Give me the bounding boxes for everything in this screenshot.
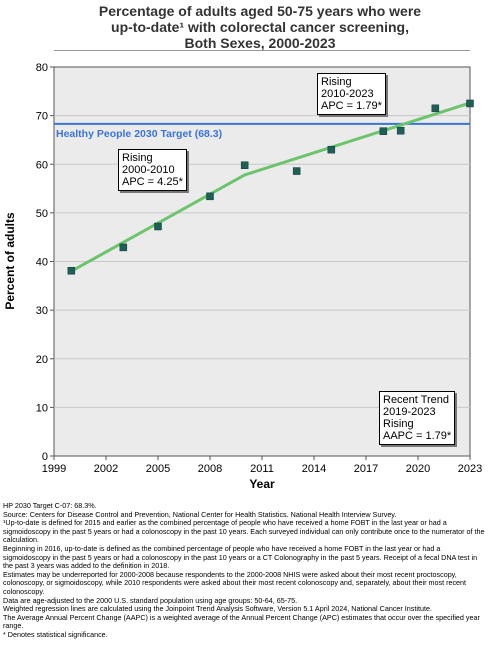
y-tick-label: 10 bbox=[36, 402, 48, 414]
x-axis-label: Year bbox=[249, 477, 275, 491]
x-tick-label: 1999 bbox=[42, 463, 66, 475]
data-point bbox=[396, 126, 405, 135]
data-point bbox=[466, 99, 474, 108]
y-axis-ticks: 0 10 20 30 40 50 60 70 80 bbox=[36, 62, 54, 463]
data-point bbox=[240, 161, 249, 169]
x-tick-label: 2017 bbox=[354, 463, 378, 475]
annotation-line: Rising bbox=[383, 418, 414, 430]
x-tick-label: 2011 bbox=[250, 463, 274, 475]
y-tick-label: 30 bbox=[36, 305, 48, 317]
chart-title: Percentage of adults aged 50-75 years wh… bbox=[40, 3, 480, 51]
x-tick-label: 2014 bbox=[302, 463, 326, 475]
segment-2-annotation: Rising 2010-2023 APC = 1.79* bbox=[317, 73, 386, 115]
footnote: The Average Annual Percent Change (AAPC)… bbox=[3, 612, 480, 631]
annotation-line: Recent Trend bbox=[383, 394, 450, 406]
x-axis-ticks: 1999 2002 2005 2008 2011 2014 2017 2020 2023 bbox=[42, 456, 482, 475]
y-axis-label: Percent of adults bbox=[3, 212, 17, 310]
footnote: Estimates may be underreported for 2000-… bbox=[3, 569, 467, 596]
annotation-line: APC = 4.25* bbox=[122, 176, 183, 188]
footnote: HP 2030 Target C-07: 68.3%. bbox=[3, 501, 97, 510]
y-tick-label: 0 bbox=[42, 451, 48, 463]
y-tick-label: 60 bbox=[36, 159, 48, 171]
x-tick-label: 2020 bbox=[406, 463, 430, 475]
y-tick-label: 40 bbox=[36, 257, 48, 269]
data-point bbox=[327, 145, 336, 154]
footnote: ¹Up-to-date is defined for 2015 and earl… bbox=[3, 518, 485, 545]
data-points bbox=[67, 99, 474, 275]
y-tick-label: 80 bbox=[36, 62, 48, 74]
footnote: Weighted regression lines are calculated… bbox=[3, 604, 432, 614]
data-point bbox=[292, 167, 301, 175]
annotation-line: 2000-2010 bbox=[122, 164, 175, 176]
x-tick-label: 2005 bbox=[146, 463, 170, 475]
x-tick-label: 2002 bbox=[94, 463, 118, 475]
annotation-line: AAPC = 1.79* bbox=[383, 430, 452, 442]
segment-1-annotation: Rising 2000-2010 APC = 4.25* bbox=[118, 149, 187, 191]
chart-title-line: up-to-date¹ with colorectal cancer scree… bbox=[111, 19, 409, 35]
chart-title-line: Percentage of adults aged 50-75 years wh… bbox=[98, 3, 422, 19]
footnotes: HP 2030 Target C-07: 68.3%. Source: Cent… bbox=[3, 501, 489, 640]
x-tick-label: 2008 bbox=[198, 463, 222, 475]
title-divider bbox=[54, 50, 470, 51]
y-tick-label: 20 bbox=[36, 354, 48, 366]
y-tick-label: 50 bbox=[36, 208, 48, 220]
x-tick-label: 2023 bbox=[458, 463, 482, 475]
data-point bbox=[379, 127, 388, 135]
chart-title-line: Both Sexes, 2000-2023 bbox=[184, 35, 336, 51]
footnote: Beginning in 2016, up-to-date is defined… bbox=[3, 543, 478, 571]
footnote: Data are age-adjusted to the 2000 U.S. s… bbox=[3, 595, 298, 605]
grid-lines bbox=[54, 115, 470, 408]
data-point bbox=[431, 104, 440, 113]
annotation-line: 2019-2023 bbox=[383, 406, 436, 418]
footnote: Source: Centers for Disease Control and … bbox=[3, 509, 397, 519]
y-tick-label: 70 bbox=[36, 111, 48, 123]
annotation-line: Rising bbox=[321, 76, 352, 88]
annotation-line: 2010-2023 bbox=[321, 88, 374, 100]
recent-trend-annotation: Recent Trend 2019-2023 Rising AAPC = 1.7… bbox=[379, 391, 456, 445]
annotation-line: APC = 1.79* bbox=[321, 100, 382, 112]
trend-segment bbox=[243, 101, 472, 177]
data-point bbox=[119, 243, 128, 252]
data-point bbox=[154, 222, 162, 231]
target-label: Healthy People 2030 Target (68.3) bbox=[56, 128, 222, 140]
footnote: * Denotes statistical significance. bbox=[3, 629, 108, 639]
data-point bbox=[67, 266, 76, 275]
data-point bbox=[206, 192, 214, 201]
annotation-line: Rising bbox=[122, 152, 153, 164]
